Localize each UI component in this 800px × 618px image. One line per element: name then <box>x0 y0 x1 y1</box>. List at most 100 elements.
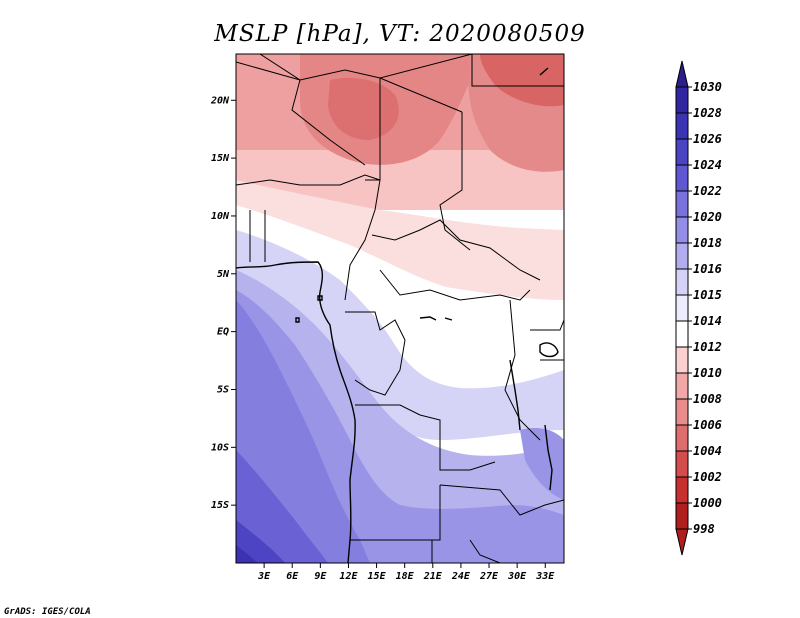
border-egypt-sudan <box>471 54 564 87</box>
colorbar-label: 1010 <box>693 366 722 380</box>
colorbar-segment <box>675 398 689 426</box>
colorbar-label: 1020 <box>693 210 722 224</box>
border-congo-drc <box>354 339 406 396</box>
colorbar-label: 1000 <box>693 496 722 510</box>
colorbar-segment <box>675 138 689 166</box>
band-1015 <box>236 230 564 440</box>
colorbar-segment <box>675 268 689 296</box>
band-1024 <box>236 520 285 563</box>
colorbar-label: 1008 <box>693 392 722 406</box>
colorbar-label: 1028 <box>693 106 722 120</box>
colorbar-segment <box>675 320 689 348</box>
colorbar-label: 1030 <box>693 80 722 94</box>
longitude-axis: 3E 6E 9E 12E 15E 18E 21E 24E 27E 30E 33E <box>257 563 555 582</box>
lat-tick-label: EQ <box>217 327 229 338</box>
colorbar-bottom-arrow <box>675 528 689 556</box>
lat-tick-label: 15S <box>211 500 229 511</box>
colorbar-segment <box>675 242 689 270</box>
colorbar-label: 1026 <box>693 132 722 146</box>
colorbar-label: 1016 <box>693 262 722 276</box>
lon-tick-label: 24E <box>451 571 471 582</box>
map-frame <box>235 53 565 564</box>
colorbar-segment <box>675 216 689 244</box>
border-nigeria-cameroon <box>344 209 376 301</box>
colorbar-segment <box>675 502 689 530</box>
lake-tanganyika <box>509 359 521 431</box>
lake-victoria <box>539 342 559 358</box>
lon-tick-label: 30E <box>507 571 527 582</box>
figure-title: MSLP [hPa], VT: 2020080509 <box>213 21 585 47</box>
sao-tome <box>295 317 300 323</box>
colorbar-segment <box>675 424 689 452</box>
pressure-field <box>236 54 564 563</box>
congo-white-patch <box>410 324 504 372</box>
latitude-axis: 20N 15N 10N 5N EQ 5S 10S 15S <box>210 95 236 511</box>
colorbar-label: 998 <box>693 522 715 536</box>
bioko-island <box>317 295 323 301</box>
border-car-south <box>379 269 531 301</box>
colorbar-segment <box>675 190 689 218</box>
colorbar-segment <box>675 346 689 374</box>
low-core-deep <box>480 54 564 107</box>
colorbar-label: 1018 <box>693 236 722 250</box>
coastline <box>236 67 559 563</box>
grads-credit: GrADS: IGES/COLA <box>4 607 91 617</box>
colorbar-label: 1004 <box>693 444 722 458</box>
colorbar-segment <box>675 372 689 400</box>
border-north <box>236 54 473 81</box>
lon-tick-label: 21E <box>423 571 443 582</box>
east-africa-pocket <box>520 428 564 500</box>
lon-tick-label: 18E <box>396 571 415 582</box>
colorbar-segment <box>675 86 689 114</box>
low-core-center <box>328 77 399 140</box>
lon-tick-label: 33E <box>535 571 555 582</box>
border-zimbabwe <box>469 539 501 563</box>
border-car-north <box>371 219 541 281</box>
lat-tick-label: 15N <box>211 153 230 164</box>
lat-tick-label: 10N <box>211 211 230 222</box>
lat-tick-label: 5S <box>217 384 229 395</box>
colorbar-segment <box>675 112 689 140</box>
colorbar-label: 1015 <box>693 288 722 302</box>
lon-tick-label: 3E <box>257 571 271 582</box>
atlantic-coast <box>236 261 356 563</box>
colorbar-segment <box>675 164 689 192</box>
border-gabon-congo <box>345 311 406 341</box>
political-borders <box>236 54 564 563</box>
colorbar-label: 1014 <box>693 314 722 328</box>
lat-tick-label: 5N <box>217 269 230 280</box>
lat-tick-label: 10S <box>211 442 229 453</box>
border-angola-namibia <box>350 485 441 541</box>
colorbar-top-arrow <box>675 60 689 88</box>
colorbar-segment <box>675 294 689 322</box>
colorbar-label: 1002 <box>693 470 722 484</box>
lon-tick-label: 15E <box>368 571 387 582</box>
colorbar-label: 1024 <box>693 158 722 172</box>
border-chad-libya <box>379 77 463 113</box>
border-drc-east <box>504 299 541 441</box>
band-light-pink <box>236 180 564 300</box>
congo-river-patch <box>419 316 453 321</box>
lon-tick-label: 6E <box>286 571 299 582</box>
colorbar-label: 1006 <box>693 418 722 432</box>
colorbar: 1030 1028 1026 1024 1022 1020 1018 1016 1015 1014… <box>675 60 722 556</box>
border-uganda-kenya <box>530 319 564 331</box>
band-1022 <box>236 450 328 563</box>
lat-tick-label: 20N <box>210 95 230 106</box>
lake-malawi <box>544 424 553 491</box>
border-niger-nigeria <box>236 174 381 211</box>
border-chad-sudan <box>439 112 471 251</box>
band-1026 <box>236 545 258 563</box>
border-niger-algeria <box>259 54 366 166</box>
lon-tick-label: 27E <box>479 571 499 582</box>
colorbar-segment <box>675 476 689 504</box>
colorbar-label: 1022 <box>693 184 722 198</box>
border-zambia-south <box>439 484 564 516</box>
colorbar-label: 1012 <box>693 340 722 354</box>
colorbar-segment <box>675 450 689 478</box>
lon-tick-label: 12E <box>339 571 358 582</box>
border-angola-drc <box>355 404 496 471</box>
lon-tick-label: 9E <box>314 571 327 582</box>
sinai-coast <box>539 67 549 76</box>
